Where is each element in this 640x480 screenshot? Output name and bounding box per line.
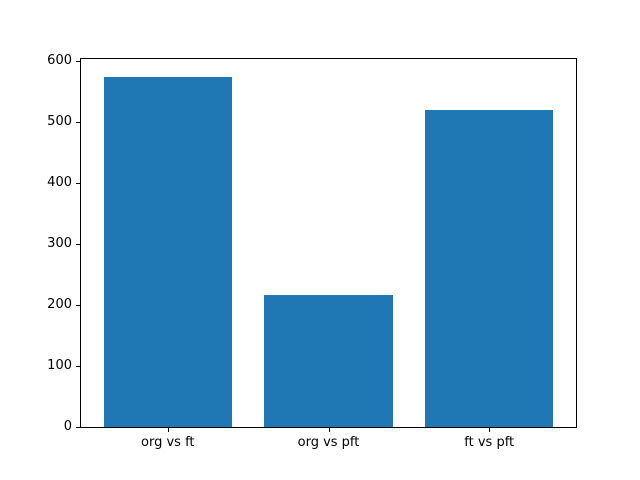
x-tick-label-org-vs-pft: org vs pft (297, 435, 360, 450)
y-tick-mark-100 (76, 366, 80, 368)
y-tick-mark-400 (76, 183, 80, 185)
y-tick-label-600: 600 (47, 53, 72, 69)
y-tick-label-300: 300 (47, 236, 72, 252)
y-tick-label-100: 100 (47, 358, 72, 374)
y-tick-mark-300 (76, 244, 80, 246)
y-tick-mark-500 (76, 122, 80, 124)
y-tick-label-500: 500 (47, 114, 72, 130)
y-tick-label-400: 400 (47, 175, 72, 191)
y-tick-mark-200 (76, 305, 80, 307)
y-tick-label-200: 200 (47, 297, 72, 313)
x-tick-label-ft-vs-pft: ft vs pft (464, 435, 515, 450)
y-tick-label-0: 0 (63, 419, 72, 434)
y-tick-mark-600 (76, 61, 80, 63)
y-tick-mark-0 (76, 427, 80, 428)
plot-area: org vs ft org vs pft ft vs pft 0 100 200 300 40… (47, 53, 577, 450)
bar-org-vs-ft (103, 76, 233, 427)
x-tick-mark-org-vs-pft (328, 428, 330, 432)
x-tick-mark-org-vs-ft (167, 428, 169, 432)
bar-ft-vs-pft (424, 109, 554, 427)
bar-org-vs-pft (264, 295, 393, 427)
x-tick-label-org-vs-ft: org vs ft (141, 435, 195, 450)
x-tick-mark-ft-vs-pft (489, 428, 491, 432)
